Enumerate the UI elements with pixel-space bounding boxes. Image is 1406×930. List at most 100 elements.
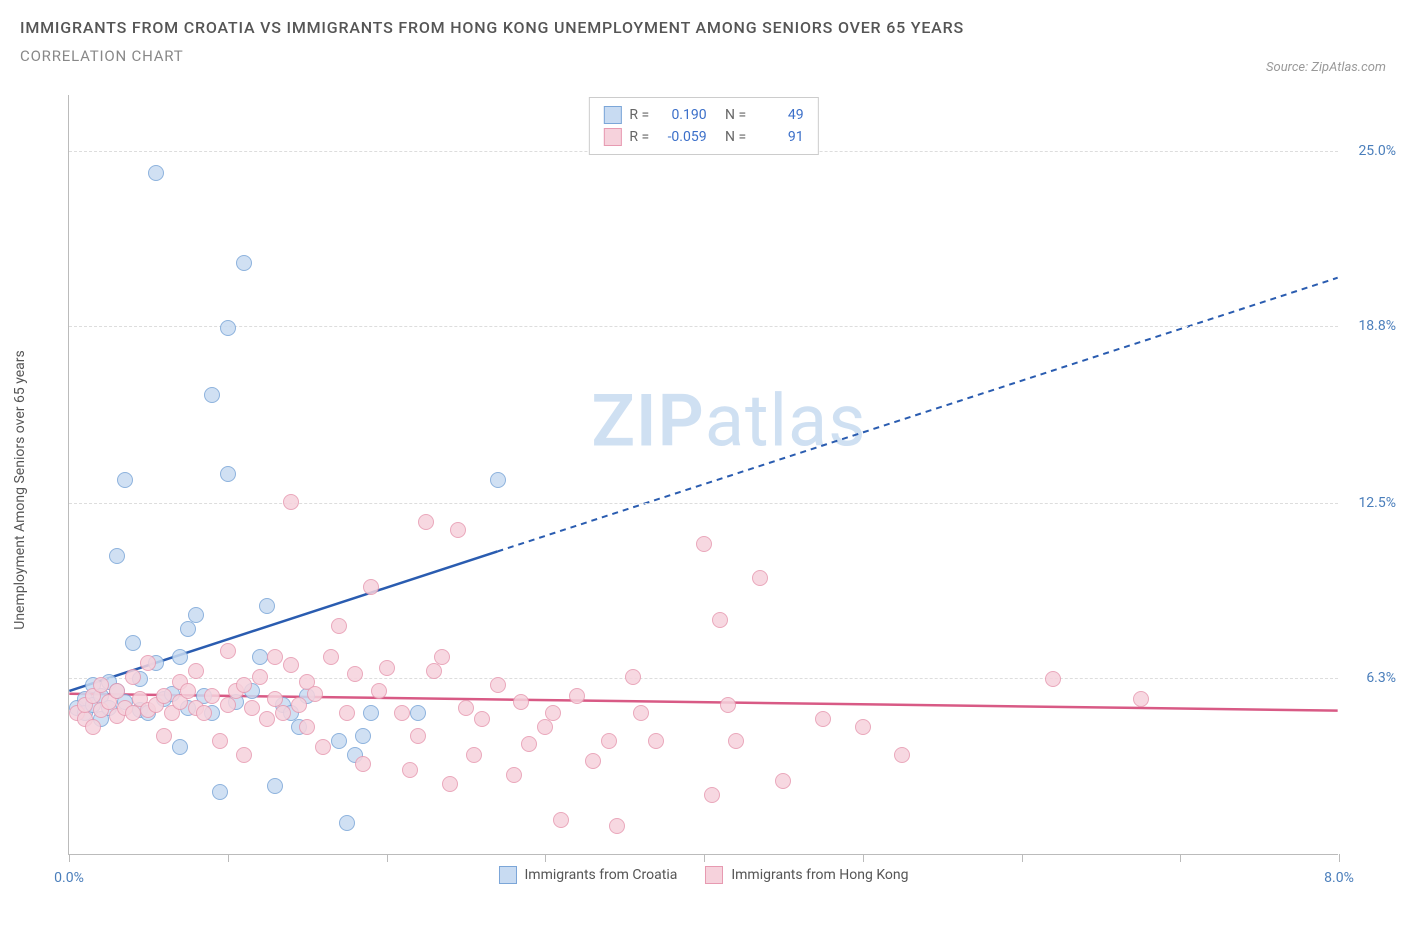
- data-point: [125, 635, 141, 651]
- y-tick-label: 18.8%: [1358, 318, 1396, 334]
- chart-area: Unemployment Among Seniors over 65 years…: [50, 95, 1380, 885]
- data-point: [418, 514, 434, 530]
- legend-r-value: 0.190: [661, 104, 707, 126]
- data-point: [236, 677, 252, 693]
- legend-row: R = 0.190 N = 49: [603, 104, 803, 126]
- series-legend-item: Immigrants from Hong Kong: [705, 866, 908, 884]
- data-point: [1045, 671, 1061, 687]
- data-point: [291, 697, 307, 713]
- data-point: [180, 683, 196, 699]
- legend-swatch: [603, 106, 621, 124]
- data-point: [283, 494, 299, 510]
- data-point: [283, 657, 299, 673]
- watermark: ZIPatlas: [591, 379, 866, 464]
- data-point: [410, 705, 426, 721]
- legend-r-value: -0.059: [661, 126, 707, 148]
- data-point: [109, 548, 125, 564]
- legend-row: R = -0.059 N = 91: [603, 126, 803, 148]
- grid-line: [69, 326, 1338, 327]
- data-point: [331, 733, 347, 749]
- data-point: [125, 669, 141, 685]
- legend-n-value: 91: [758, 126, 804, 148]
- data-point: [775, 773, 791, 789]
- series-legend-item: Immigrants from Croatia: [498, 866, 677, 884]
- data-point: [220, 320, 236, 336]
- data-point: [117, 472, 133, 488]
- x-tick: [704, 854, 705, 862]
- legend-swatch: [705, 866, 723, 884]
- data-point: [625, 669, 641, 685]
- data-point: [299, 719, 315, 735]
- data-point: [506, 767, 522, 783]
- data-point: [601, 733, 617, 749]
- data-point: [450, 522, 466, 538]
- data-point: [196, 705, 212, 721]
- x-tick: [545, 854, 546, 862]
- legend-n-label: N =: [715, 104, 750, 126]
- data-point: [125, 705, 141, 721]
- data-point: [339, 815, 355, 831]
- data-point: [267, 778, 283, 794]
- data-point: [458, 700, 474, 716]
- data-point: [569, 688, 585, 704]
- data-point: [85, 719, 101, 735]
- data-point: [466, 747, 482, 763]
- legend-n-label: N =: [715, 126, 750, 148]
- y-axis-label: Unemployment Among Seniors over 65 years: [12, 350, 28, 630]
- data-point: [339, 705, 355, 721]
- data-point: [855, 719, 871, 735]
- y-tick-label: 12.5%: [1358, 495, 1396, 511]
- data-point: [553, 812, 569, 828]
- data-point: [204, 387, 220, 403]
- data-point: [156, 728, 172, 744]
- data-point: [696, 536, 712, 552]
- chart-title: IMMIGRANTS FROM CROATIA VS IMMIGRANTS FR…: [20, 18, 1406, 37]
- data-point: [1133, 691, 1149, 707]
- data-point: [704, 787, 720, 803]
- series-name: Immigrants from Hong Kong: [731, 867, 908, 883]
- data-point: [347, 666, 363, 682]
- scatter-plot: ZIPatlas R = 0.190 N = 49R = -0.059 N = …: [68, 95, 1338, 855]
- x-tick: [863, 854, 864, 862]
- correlation-legend: R = 0.190 N = 49R = -0.059 N = 91: [588, 97, 818, 155]
- grid-line: [69, 503, 1338, 504]
- data-point: [363, 705, 379, 721]
- data-point: [307, 686, 323, 702]
- data-point: [426, 663, 442, 679]
- data-point: [148, 165, 164, 181]
- data-point: [109, 683, 125, 699]
- y-tick-label: 25.0%: [1358, 143, 1396, 159]
- data-point: [394, 705, 410, 721]
- data-point: [220, 697, 236, 713]
- data-point: [379, 660, 395, 676]
- data-point: [244, 700, 260, 716]
- data-point: [259, 711, 275, 727]
- legend-r-label: R =: [629, 104, 652, 126]
- data-point: [236, 255, 252, 271]
- data-point: [220, 466, 236, 482]
- legend-r-label: R =: [629, 126, 652, 148]
- data-point: [752, 570, 768, 586]
- data-point: [545, 705, 561, 721]
- source-attribution: Source: ZipAtlas.com: [1266, 60, 1386, 75]
- data-point: [815, 711, 831, 727]
- x-tick: [1022, 854, 1023, 862]
- data-point: [156, 688, 172, 704]
- data-point: [490, 677, 506, 693]
- data-point: [212, 784, 228, 800]
- x-tick: [387, 854, 388, 862]
- data-point: [355, 756, 371, 772]
- data-point: [236, 747, 252, 763]
- data-point: [728, 733, 744, 749]
- data-point: [93, 677, 109, 693]
- data-point: [323, 649, 339, 665]
- data-point: [180, 621, 196, 637]
- data-point: [648, 733, 664, 749]
- data-point: [402, 762, 418, 778]
- x-tick: [228, 854, 229, 862]
- data-point: [315, 739, 331, 755]
- data-point: [172, 649, 188, 665]
- x-tick: [1180, 854, 1181, 862]
- data-point: [633, 705, 649, 721]
- data-point: [172, 739, 188, 755]
